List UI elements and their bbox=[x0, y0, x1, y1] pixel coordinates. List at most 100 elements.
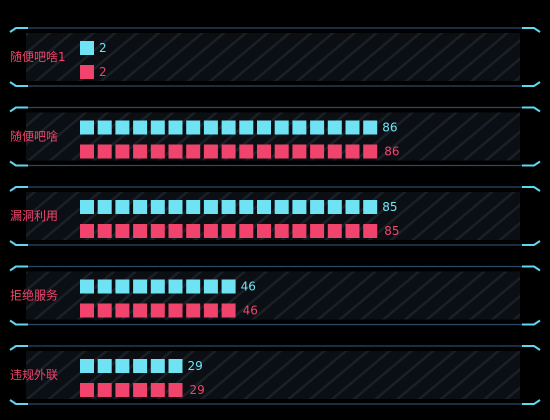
data-label: 2 bbox=[99, 65, 107, 79]
bar-block bbox=[97, 224, 112, 238]
data-label: 46 bbox=[243, 304, 258, 318]
bar-block bbox=[80, 359, 94, 373]
category-label: 随便吧啥 bbox=[10, 129, 58, 144]
panel-corner-accent bbox=[522, 319, 541, 326]
bar-block bbox=[80, 224, 94, 238]
bar-block bbox=[345, 120, 360, 135]
bar-block bbox=[221, 279, 236, 294]
bar-block bbox=[133, 200, 148, 214]
bar-block bbox=[292, 144, 307, 159]
bar-block bbox=[310, 224, 325, 238]
panel-corner-accent bbox=[9, 345, 28, 351]
bar-block bbox=[150, 383, 165, 397]
panel-corner-accent bbox=[522, 160, 541, 167]
bar-block bbox=[292, 200, 307, 214]
bar-block bbox=[115, 303, 130, 318]
panel-corner-accent bbox=[9, 81, 28, 87]
bar-block bbox=[221, 200, 236, 214]
bar-block bbox=[115, 120, 130, 135]
bar-block bbox=[186, 200, 201, 214]
bar-block bbox=[115, 279, 130, 294]
panel-corner-accent bbox=[522, 345, 541, 351]
data-label: 86 bbox=[382, 121, 397, 135]
bar-block bbox=[327, 144, 342, 159]
bar-block bbox=[97, 279, 112, 294]
bar-block bbox=[97, 303, 112, 318]
bar-block bbox=[133, 120, 148, 135]
bar-block bbox=[221, 144, 236, 159]
bar-block bbox=[80, 200, 94, 214]
bar-block bbox=[203, 120, 218, 135]
panel-corner-accent bbox=[522, 265, 541, 272]
bar-block bbox=[97, 383, 112, 397]
bar-block bbox=[363, 144, 378, 159]
bar-block bbox=[115, 383, 130, 397]
bar-block bbox=[80, 65, 94, 79]
bar-block bbox=[150, 200, 165, 214]
data-label: 85 bbox=[384, 224, 399, 238]
bar-block bbox=[310, 144, 325, 159]
bar-block bbox=[133, 144, 148, 159]
bar-block bbox=[345, 200, 360, 214]
bar-block bbox=[97, 120, 112, 135]
bar-block bbox=[80, 120, 94, 135]
bar-block bbox=[274, 224, 289, 238]
bar-block bbox=[203, 144, 218, 159]
panel-corner-accent bbox=[522, 240, 541, 246]
bar-block bbox=[239, 200, 254, 214]
bar-block bbox=[257, 200, 271, 214]
bar-block bbox=[310, 200, 325, 214]
bar-block bbox=[168, 383, 183, 397]
bar-block bbox=[363, 120, 378, 135]
bar-block bbox=[310, 120, 325, 135]
bar-block bbox=[150, 303, 165, 318]
bar-block bbox=[186, 144, 201, 159]
bar-block bbox=[80, 383, 94, 397]
bar-block bbox=[203, 224, 218, 238]
bar-block bbox=[221, 224, 236, 238]
data-label: 2 bbox=[99, 41, 107, 55]
bar-block bbox=[168, 359, 183, 373]
bar-block bbox=[292, 224, 307, 238]
bar-block bbox=[150, 279, 165, 294]
data-label: 29 bbox=[188, 359, 203, 373]
bar-block bbox=[345, 224, 360, 238]
bar-block bbox=[80, 41, 94, 55]
bar-block bbox=[115, 200, 130, 214]
bar-block bbox=[239, 120, 254, 135]
panel-corner-accent bbox=[522, 81, 541, 87]
bar-block bbox=[327, 120, 342, 135]
bar-block bbox=[363, 224, 378, 238]
bar-block bbox=[203, 303, 218, 318]
category-label: 随便吧啥1 bbox=[10, 49, 66, 64]
bar-block bbox=[80, 303, 94, 318]
category-label: 拒绝服务 bbox=[10, 288, 58, 303]
bar-block bbox=[327, 224, 342, 238]
bar-block bbox=[97, 359, 112, 373]
bar-block bbox=[150, 120, 165, 135]
bar-block bbox=[168, 224, 183, 238]
bar-block bbox=[133, 303, 148, 318]
panel-corner-accent bbox=[9, 186, 28, 192]
category-label: 漏洞利用 bbox=[10, 209, 58, 223]
bar-block bbox=[257, 224, 271, 238]
panel-corner-accent bbox=[9, 27, 28, 33]
bar-block bbox=[80, 279, 94, 294]
bar-block bbox=[150, 359, 165, 373]
panel-corner-accent bbox=[9, 240, 28, 246]
bar-block bbox=[133, 224, 148, 238]
bar-block bbox=[150, 144, 165, 159]
bar-block bbox=[186, 303, 201, 318]
panel-corner-accent bbox=[9, 265, 28, 272]
data-label: 86 bbox=[384, 145, 399, 159]
bar-block bbox=[168, 303, 183, 318]
bar-block bbox=[115, 359, 130, 373]
bar-block bbox=[274, 200, 289, 214]
bar-block bbox=[115, 144, 130, 159]
category-label: 违规外联 bbox=[10, 367, 58, 382]
panel-corner-accent bbox=[522, 106, 541, 113]
bar-block bbox=[133, 383, 148, 397]
bar-block bbox=[150, 224, 165, 238]
bar-block bbox=[168, 200, 183, 214]
